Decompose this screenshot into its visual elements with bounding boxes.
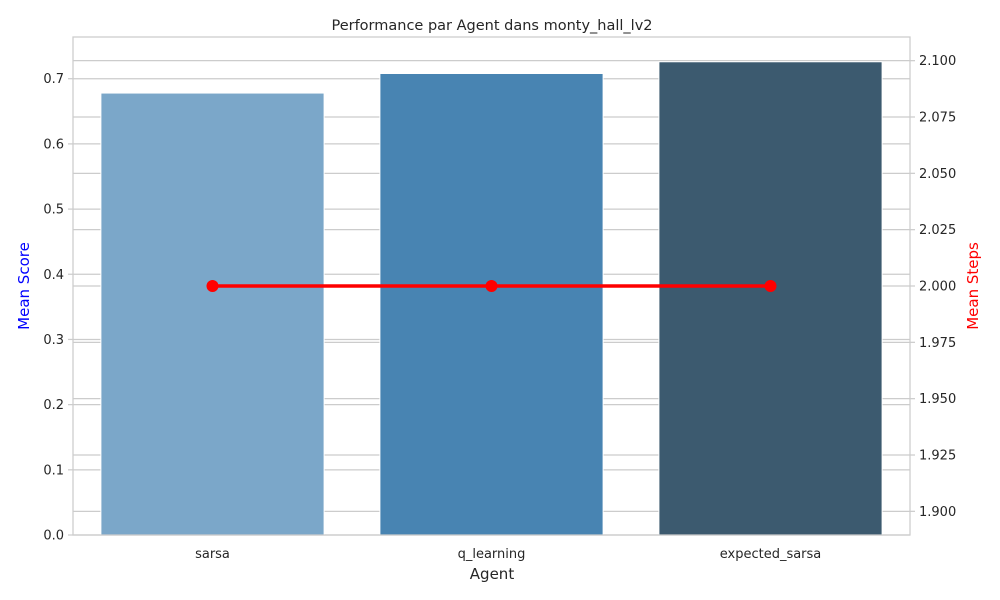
y-tick-label-right: 1.900 [919, 505, 956, 520]
y-tick-label-right: 2.025 [919, 223, 956, 238]
bar-expected-sarsa [658, 61, 883, 536]
y-tick-label-right: 1.925 [919, 449, 956, 464]
steps-point-expected-sarsa [764, 280, 777, 292]
steps-point-sarsa [206, 280, 219, 292]
y-tick-label-right: 2.075 [919, 110, 956, 125]
y-tick-label-left: 0.5 [43, 203, 64, 218]
chart-title: Performance par Agent dans monty_hall_lv… [331, 18, 652, 34]
y-tick-label-left: 0.4 [43, 268, 64, 283]
y-tick-label-left: 0.1 [43, 463, 64, 478]
steps-point-q-learning [485, 280, 498, 292]
bar-sarsa [100, 92, 325, 536]
y-tick-label-left: 0.6 [43, 137, 64, 152]
y-tick-label-right: 2.100 [919, 54, 956, 69]
y-axis-right-label: Mean Steps [964, 242, 982, 330]
x-axis-ticks: sarsa q_learning expected_sarsa [195, 547, 821, 562]
y-axis-right-ticks: 1.900 1.925 1.950 1.975 2.000 2.025 2.050 2.075… [910, 54, 956, 520]
y-tick-label-left: 0.7 [43, 72, 64, 87]
y-tick-label-left: 0.0 [43, 529, 64, 544]
y-tick-label-right: 2.050 [919, 167, 956, 182]
y-tick-label-right: 2.000 [919, 280, 956, 295]
y-tick-label-left: 0.3 [43, 333, 64, 348]
bars [100, 61, 883, 536]
y-tick-label-left: 0.2 [43, 398, 64, 413]
x-axis-label: Agent [470, 565, 515, 583]
x-tick-label: sarsa [195, 547, 230, 562]
x-tick-label: q_learning [458, 547, 526, 562]
x-tick-label: expected_sarsa [720, 547, 822, 562]
y-axis-left-label: Mean Score [15, 242, 33, 330]
y-tick-label-right: 1.950 [919, 392, 956, 407]
bar-q-learning [379, 73, 604, 536]
y-tick-label-right: 1.975 [919, 336, 956, 351]
y-axis-left-ticks: 0.0 0.1 0.2 0.3 0.4 0.5 0.6 0.7 [43, 72, 73, 544]
steps-line-series [206, 280, 777, 292]
